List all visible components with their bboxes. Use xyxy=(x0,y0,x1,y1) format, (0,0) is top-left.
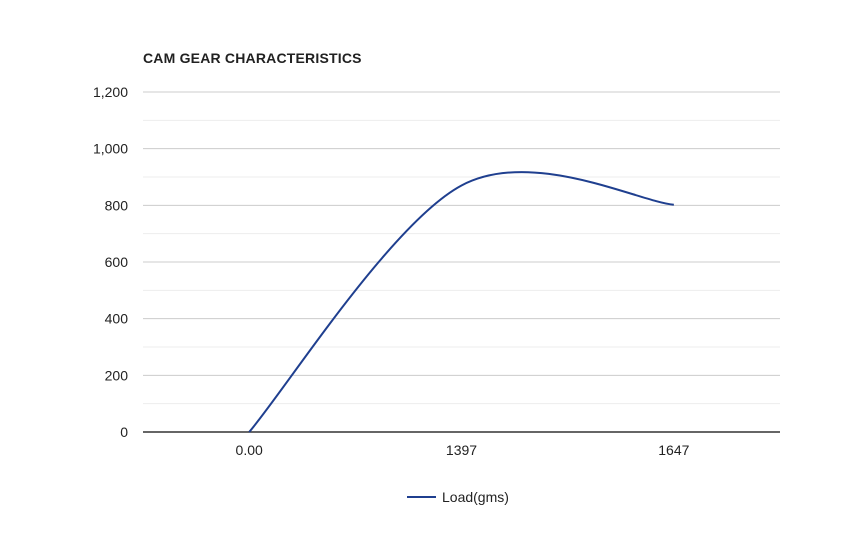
legend: Load(gms) xyxy=(407,489,509,505)
chart-title: CAM GEAR CHARACTERISTICS xyxy=(143,50,362,66)
x-tick-labels: 0.00 1397 1647 xyxy=(236,442,690,458)
y-tick-label: 600 xyxy=(105,254,129,270)
x-tick-label: 1647 xyxy=(658,442,689,458)
y-tick-label: 200 xyxy=(105,367,129,383)
x-tick-label: 0.00 xyxy=(236,442,263,458)
series-lines xyxy=(248,171,674,433)
series-line-load xyxy=(248,171,674,433)
y-tick-label: 800 xyxy=(105,197,129,213)
y-tick-label: 0 xyxy=(120,424,128,440)
legend-label: Load(gms) xyxy=(442,489,509,505)
y-tick-label: 400 xyxy=(105,311,129,327)
x-tick-label: 1397 xyxy=(446,442,477,458)
y-tick-label: 1,000 xyxy=(93,141,128,157)
gridlines xyxy=(143,91,780,405)
y-tick-labels: 0 200 400 600 800 1,000 1,200 xyxy=(93,84,128,440)
y-tick-label: 1,200 xyxy=(93,84,128,100)
